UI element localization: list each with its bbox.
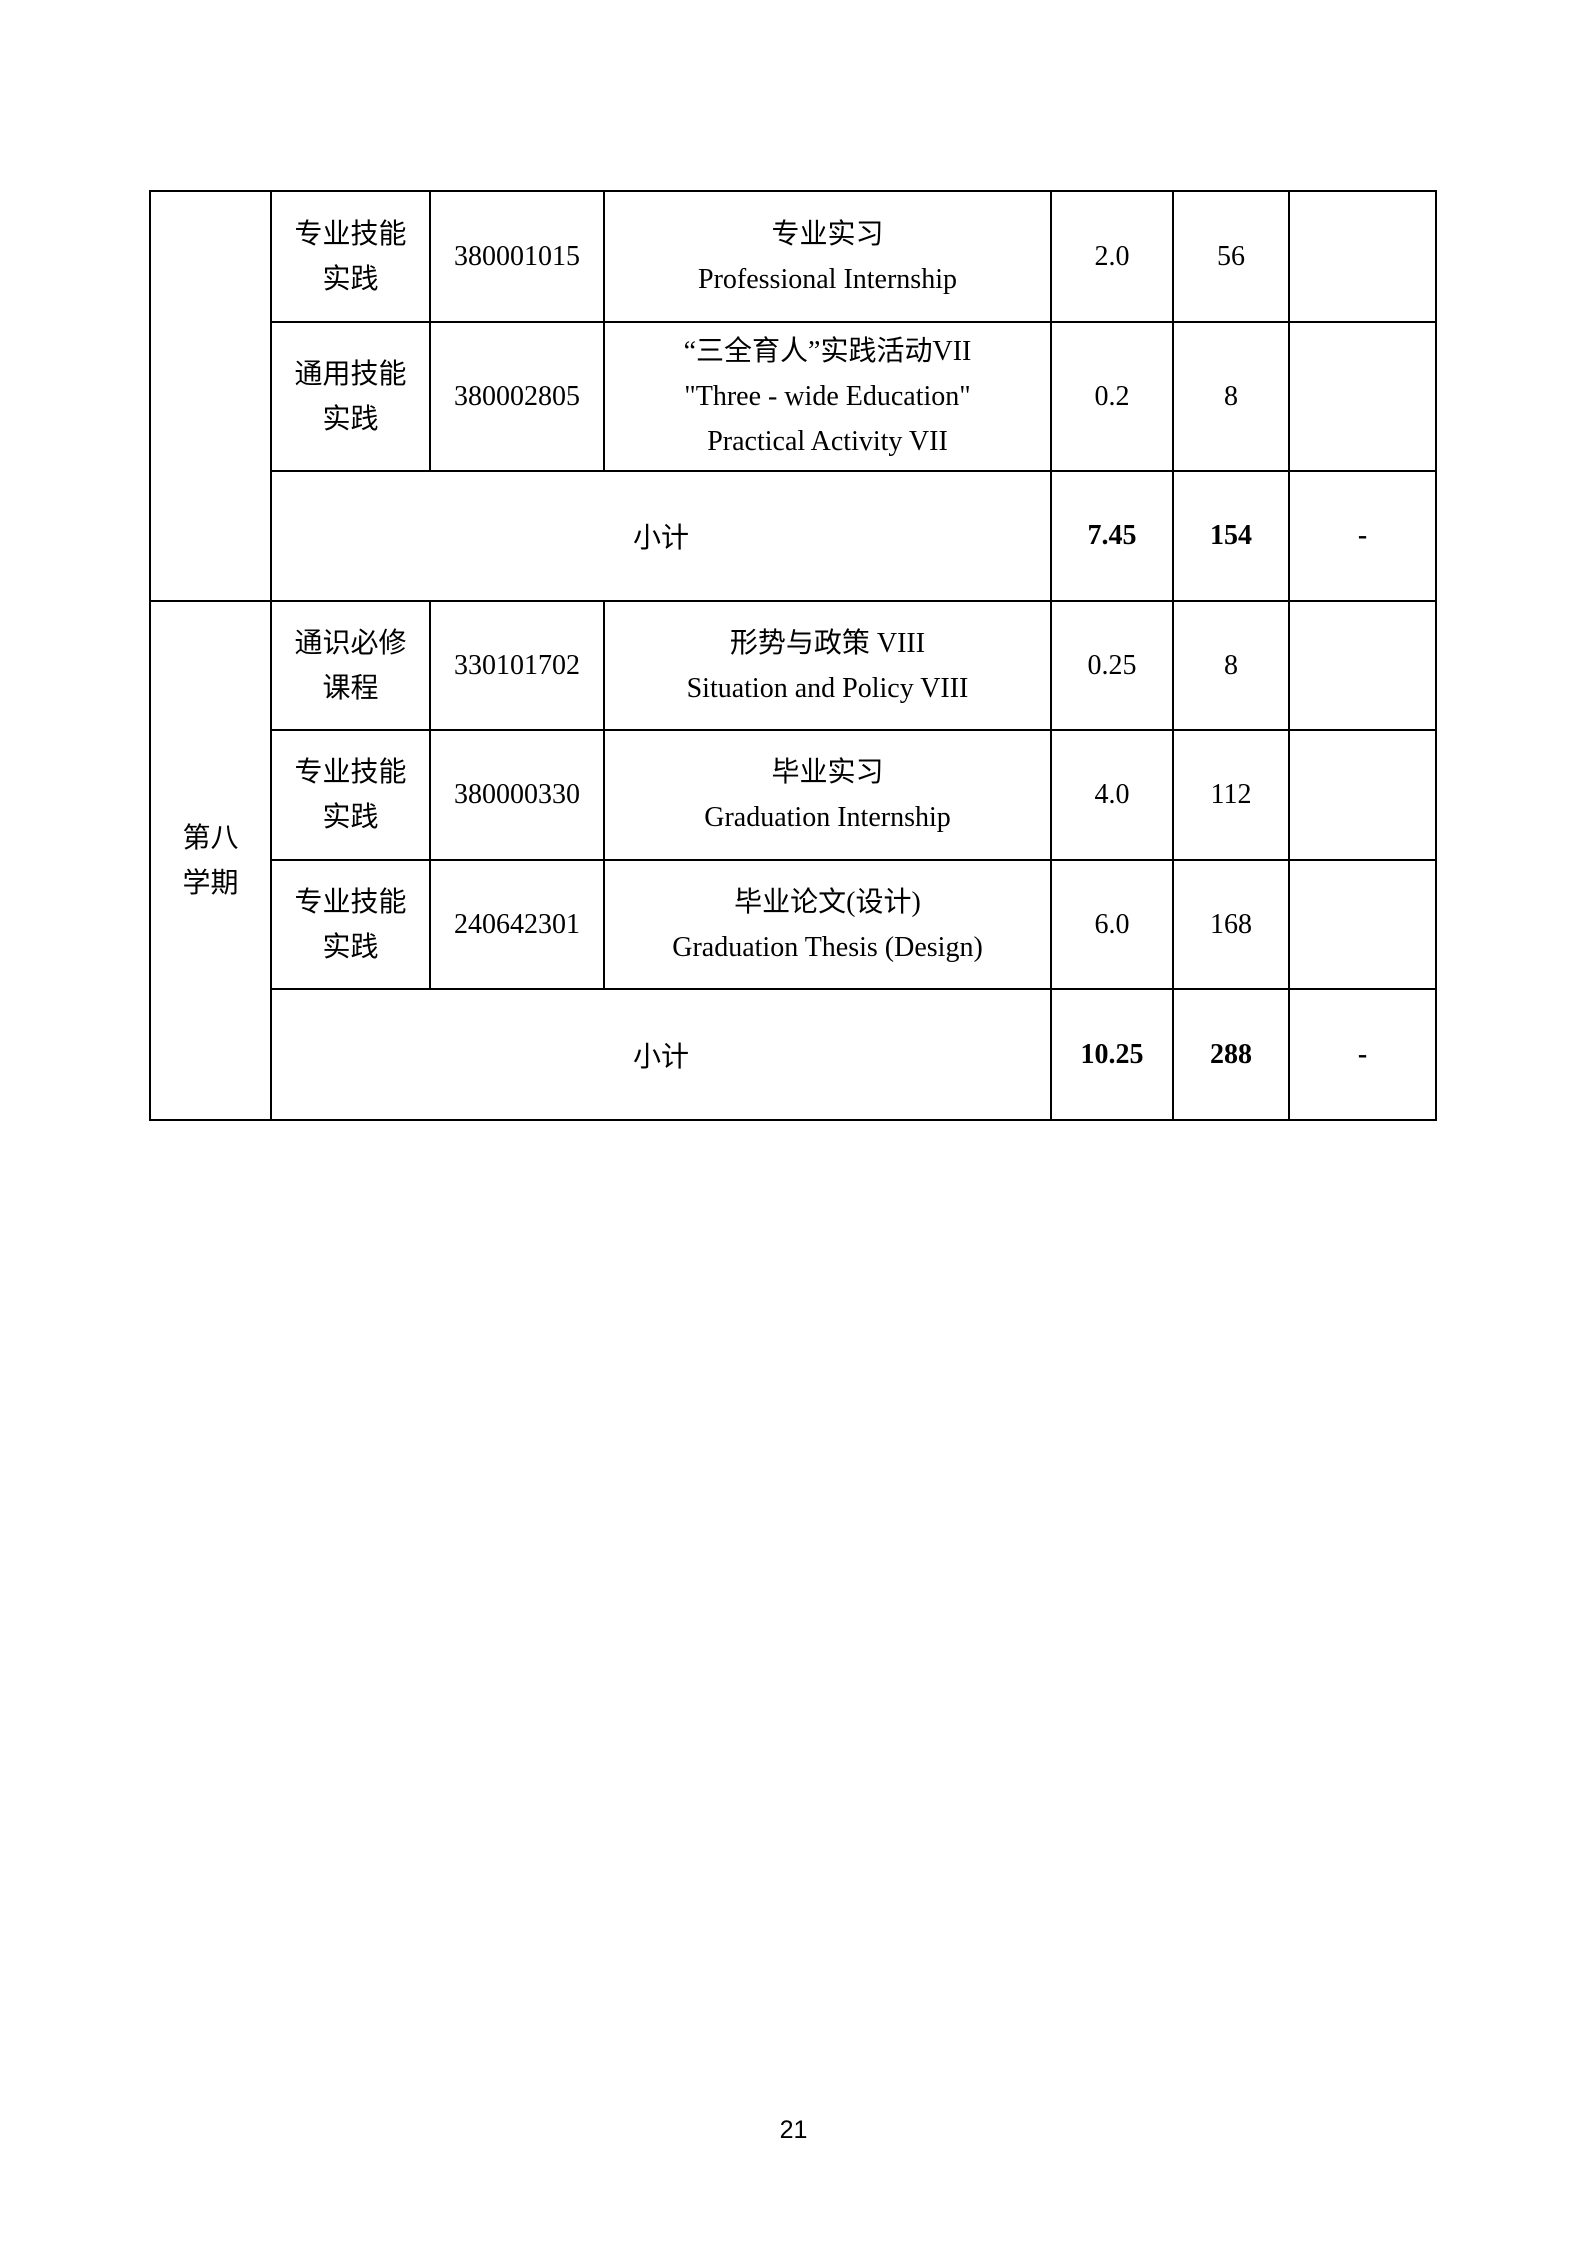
subtotal-label-cell: 小计 xyxy=(270,470,1052,602)
category-line: 实践 xyxy=(322,931,379,963)
semester-line: 学期 xyxy=(182,867,239,899)
hours-cell: 8 xyxy=(1172,321,1290,472)
remark-cell xyxy=(1288,190,1437,323)
curriculum-table: 专业技能 实践 380001015 专业实习 Professional Inte… xyxy=(149,190,1437,1121)
page-number: 21 xyxy=(779,2116,808,2144)
course-name-en: "Three - wide Education" xyxy=(684,381,971,412)
category-line: 通识必修 xyxy=(294,627,407,659)
credits-cell: 4.0 xyxy=(1050,729,1174,861)
credits-cell: 6.0 xyxy=(1050,859,1174,990)
subtotal-credits-cell: 7.45 xyxy=(1050,470,1174,602)
course-code-cell: 380000330 xyxy=(429,729,605,861)
course-code-cell: 380002805 xyxy=(429,321,605,472)
course-name-en: Graduation Internship xyxy=(704,802,951,833)
remark-cell xyxy=(1288,600,1437,731)
subtotal-row: 小计 7.45 154 - xyxy=(150,470,1437,602)
course-name-zh: “三全育人”实践活动VII xyxy=(683,336,972,367)
category-line: 实践 xyxy=(322,263,379,295)
subtotal-label-cell: 小计 xyxy=(270,988,1052,1121)
course-name-en: Professional Internship xyxy=(698,263,957,295)
category-line: 专业技能 xyxy=(294,886,407,918)
course-name-en: Graduation Thesis (Design) xyxy=(672,931,983,963)
course-name-zh: 形势与政策 VIII xyxy=(729,627,926,659)
subtotal-hours-cell: 288 xyxy=(1172,988,1290,1121)
category-cell: 专业技能 实践 xyxy=(270,190,431,323)
course-name-zh: 毕业论文(设计) xyxy=(734,886,921,918)
course-name-en: Practical Activity VII xyxy=(707,426,948,457)
course-name-zh: 专业实习 xyxy=(771,218,884,250)
course-name-zh: 毕业实习 xyxy=(771,757,884,788)
hours-cell: 168 xyxy=(1172,859,1290,990)
category-line: 专业技能 xyxy=(294,757,407,788)
course-name-en: Situation and Policy VIII xyxy=(686,672,969,704)
remark-cell xyxy=(1288,859,1437,990)
course-code-cell: 240642301 xyxy=(429,859,605,990)
category-cell: 通用技能 实践 xyxy=(270,321,431,472)
category-line: 通用技能 xyxy=(294,358,407,390)
category-line: 专业技能 xyxy=(294,218,407,250)
subtotal-remark-cell: - xyxy=(1288,470,1437,602)
table-row: 专业技能 实践 380000330 毕业实习 Graduation Intern… xyxy=(150,729,1437,861)
subtotal-row: 小计 10.25 288 - xyxy=(150,988,1437,1121)
course-name-cell: 毕业论文(设计) Graduation Thesis (Design) xyxy=(603,859,1052,990)
course-name-cell: 毕业实习 Graduation Internship xyxy=(603,729,1052,861)
hours-cell: 56 xyxy=(1172,190,1290,323)
table-row: 通用技能 实践 380002805 “三全育人”实践活动VII "Three -… xyxy=(150,321,1437,472)
category-cell: 通识必修 课程 xyxy=(270,600,431,731)
semester-cell xyxy=(149,190,272,602)
remark-cell xyxy=(1288,321,1437,472)
course-code-cell: 380001015 xyxy=(429,190,605,323)
credits-cell: 2.0 xyxy=(1050,190,1174,323)
category-line: 实践 xyxy=(322,403,379,435)
table-row: 专业技能 实践 380001015 专业实习 Professional Inte… xyxy=(149,190,1437,602)
subtotal-credits-cell: 10.25 xyxy=(1050,988,1174,1121)
hours-cell: 112 xyxy=(1172,729,1290,861)
category-line: 实践 xyxy=(322,802,379,833)
hours-cell: 8 xyxy=(1172,600,1290,731)
subtotal-remark-cell: - xyxy=(1288,988,1437,1121)
semester-line: 第八 xyxy=(182,822,239,854)
semester-cell: 第八 学期 xyxy=(149,600,272,1121)
credits-cell: 0.2 xyxy=(1050,321,1174,472)
remark-cell xyxy=(1288,729,1437,861)
course-name-cell: 专业实习 Professional Internship xyxy=(603,190,1052,323)
table-row: 第八 学期 通识必修 课程 330101702 形势与政策 VIII Situa… xyxy=(149,600,1437,1121)
category-cell: 专业技能 实践 xyxy=(270,859,431,990)
credits-cell: 0.25 xyxy=(1050,600,1174,731)
category-cell: 专业技能 实践 xyxy=(270,729,431,861)
category-line: 课程 xyxy=(322,672,379,704)
course-name-cell: “三全育人”实践活动VII "Three - wide Education" P… xyxy=(603,321,1052,472)
course-name-cell: 形势与政策 VIII Situation and Policy VIII xyxy=(603,600,1052,731)
subtotal-hours-cell: 154 xyxy=(1172,470,1290,602)
table-row: 专业技能 实践 240642301 毕业论文(设计) Graduation Th… xyxy=(150,859,1437,990)
course-code-cell: 330101702 xyxy=(429,600,605,731)
